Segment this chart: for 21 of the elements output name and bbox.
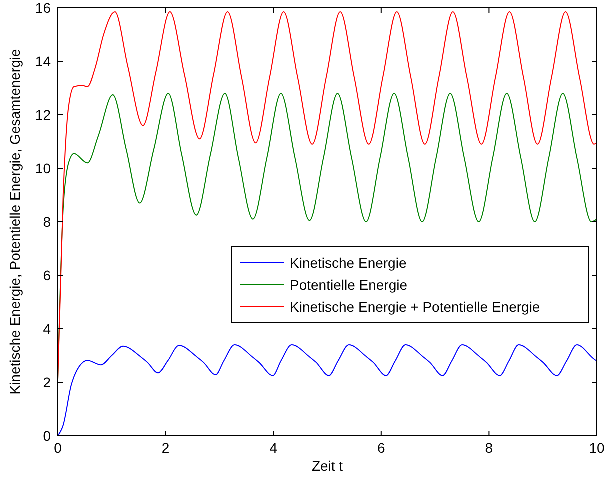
x-axis-title: Zeit t <box>312 458 344 474</box>
y-tick-label: 0 <box>43 428 52 444</box>
y-tick-label: 6 <box>43 268 52 284</box>
legend-label: Kinetische Energie <box>290 254 407 271</box>
y-tick-label: 12 <box>35 107 52 123</box>
y-tick-label: 2 <box>43 374 52 390</box>
line-series <box>58 344 598 436</box>
x-tick-label: 10 <box>589 440 605 456</box>
y-tick-label: 4 <box>43 321 52 337</box>
x-tick-label: 8 <box>485 440 494 456</box>
legend-label: Kinetische Energie + Potentielle Energie <box>290 298 540 315</box>
x-tick-label: 6 <box>378 440 386 456</box>
y-tick-label: 8 <box>43 214 52 230</box>
x-tick-label: 4 <box>270 440 278 456</box>
y-tick-label: 10 <box>35 160 52 176</box>
x-tick-label: 0 <box>54 440 62 456</box>
legend-label: Potentielle Energie <box>290 276 408 293</box>
y-axis-title: Kinetische Energie, Potentielle Energie, Gesamtenergie <box>7 49 23 395</box>
y-tick-label: 14 <box>35 54 52 70</box>
y-tick-label: 16 <box>35 0 52 16</box>
x-tick-label: 2 <box>162 440 170 456</box>
